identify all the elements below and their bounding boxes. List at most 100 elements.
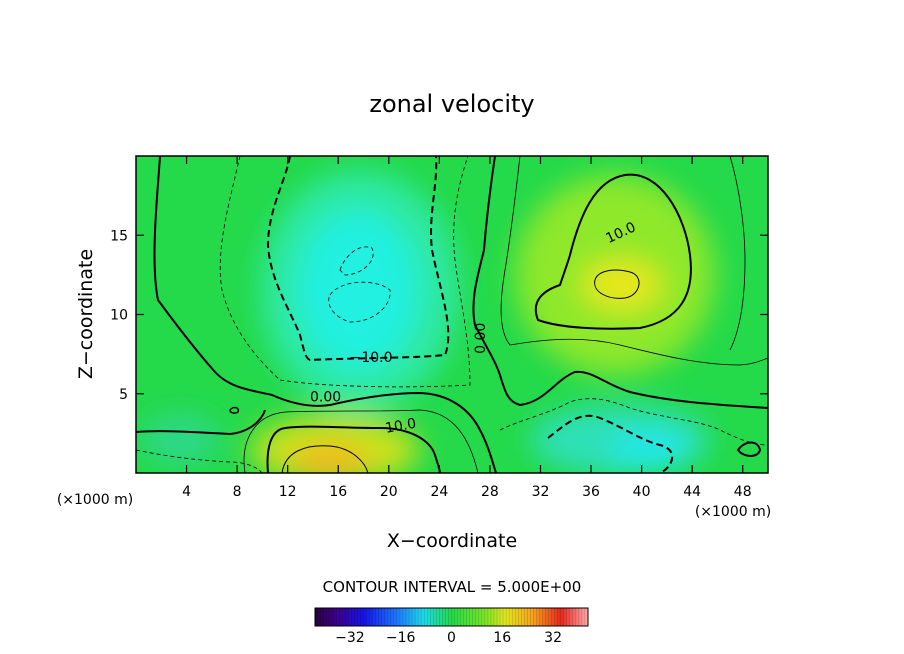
zero-contour-left (153, 156, 497, 473)
contour-plus15-upper (594, 269, 640, 299)
contour-minus5-lower-left (136, 449, 263, 473)
colorbar-tick-label-0: −32 (335, 630, 365, 646)
colorbar-cell-36 (424, 608, 428, 626)
contour-label-4: 0.00 (473, 323, 489, 354)
x-tick-label-1: 8 (233, 484, 242, 500)
colorbar-cell-3 (324, 608, 328, 626)
x-unit-left: (×1000 m) (57, 492, 133, 508)
colorbar-cell-52 (472, 608, 477, 626)
colorbar-cell-89 (584, 608, 589, 626)
contour-minus10 (266, 156, 450, 362)
colorbar-cell-0 (315, 608, 319, 626)
colorbar-cell-76 (545, 608, 549, 626)
colorbar-cell-82 (563, 608, 568, 626)
chart-title: zonal velocity (369, 90, 534, 118)
x-tick-label-4: 20 (380, 484, 398, 500)
zero-contour-right (472, 156, 768, 409)
colorbar-cell-49 (463, 608, 467, 626)
colorbar-cell-71 (530, 608, 534, 626)
colorbar-cell-7 (336, 608, 340, 626)
colorbar-cell-79 (554, 608, 558, 626)
contour-small-left (229, 406, 240, 414)
contour-lines (136, 156, 768, 473)
colorbar-cell-20 (375, 608, 379, 626)
colorbar-cell-56 (484, 608, 489, 626)
zero-contour-left-lower (136, 409, 266, 436)
colorbar-cell-2 (321, 608, 325, 626)
x-unit-right: (×1000 m) (695, 504, 771, 520)
colorbar-cell-6 (333, 608, 337, 626)
x-axis-ticks: 4 8 12 16 20 24 28 32 36 40 44 48 (182, 156, 752, 500)
colorbar-cell-25 (390, 608, 395, 626)
colorbar-cell-72 (533, 608, 537, 626)
colorbar-cell-77 (548, 608, 552, 626)
colorbar-tick-label-1: −16 (386, 630, 416, 646)
colorbar-cell-37 (427, 608, 431, 626)
colorbar-cell-29 (402, 608, 407, 626)
y-tick-label-1: 10 (110, 308, 128, 324)
contour-label-3: 10.0 (384, 416, 417, 437)
colorbar-cell-46 (454, 608, 458, 626)
colorbar-cell-44 (448, 608, 452, 626)
x-tick-label-10: 44 (683, 484, 701, 500)
field-left-weak (140, 415, 220, 465)
contour-minus5-outer (219, 156, 471, 388)
x-tick-label-11: 48 (734, 484, 752, 500)
colorbar-cell-30 (406, 608, 410, 626)
colorbar-cell-65 (512, 608, 516, 626)
y-axis-label: Z−coordinate (75, 249, 97, 379)
colorbar-cell-64 (509, 608, 513, 626)
x-tick-label-2: 12 (279, 484, 297, 500)
colorbar-cell-50 (466, 608, 470, 626)
contour-plus15-lower (281, 445, 369, 473)
colorbar-cell-80 (557, 608, 561, 626)
x-tick-label-6: 28 (481, 484, 499, 500)
colorbar-cell-75 (542, 608, 546, 626)
contour-plus10-upper (534, 173, 692, 330)
x-tick-label-8: 36 (582, 484, 600, 500)
colorbar-cell-66 (515, 608, 519, 626)
colorbar-cell-62 (503, 608, 507, 626)
colorbar-cell-61 (500, 608, 504, 626)
colorbar-ticks: −32 −16 0 16 32 (335, 630, 562, 646)
colorbar-cell-23 (384, 608, 389, 626)
colorbar-cell-73 (536, 608, 540, 626)
colorbar-cell-47 (457, 608, 461, 626)
colorbar-cell-68 (521, 608, 525, 626)
contour-minus15-core-b (328, 281, 391, 323)
colorbar-cell-69 (524, 608, 528, 626)
colorbar-tick-label-2: 0 (447, 630, 456, 646)
colorbar-cell-26 (393, 608, 398, 626)
colorbar-cell-86 (575, 608, 580, 626)
colorbar-cell-55 (481, 608, 486, 626)
colorbar-cell-59 (493, 608, 498, 626)
contour-plus5-right (500, 156, 768, 366)
colorbar-cell-35 (421, 608, 425, 626)
colorbar-cell-45 (451, 608, 455, 626)
contour-label-1: −10.0 (350, 350, 393, 366)
colorbar-cell-40 (436, 608, 440, 626)
colorbar-cell-21 (378, 608, 383, 626)
x-tick-label-0: 4 (182, 484, 191, 500)
colorbar-cell-41 (439, 608, 443, 626)
field-negative-core (298, 210, 418, 370)
colorbar-cell-11 (348, 608, 352, 626)
colorbar-cell-67 (518, 608, 522, 626)
colorbar-tick-label-4: 32 (544, 630, 562, 646)
y-tick-label-2: 15 (110, 228, 128, 244)
x-axis-label: X−coordinate (387, 530, 517, 552)
colorbar-cell-18 (369, 608, 373, 626)
colorbar-cell-34 (418, 608, 422, 626)
colorbar-cell-43 (445, 608, 449, 626)
x-tick-label-9: 40 (633, 484, 651, 500)
contour-interval-label: CONTOUR INTERVAL = 5.000E+00 (323, 578, 582, 596)
colorbar-cell-8 (339, 608, 343, 626)
colorbar-cell-57 (487, 608, 492, 626)
contour-plus5-lower (243, 409, 479, 473)
field-lower-negative-core (610, 430, 690, 470)
colorbar-cell-9 (342, 608, 346, 626)
x-tick-label-7: 32 (532, 484, 550, 500)
